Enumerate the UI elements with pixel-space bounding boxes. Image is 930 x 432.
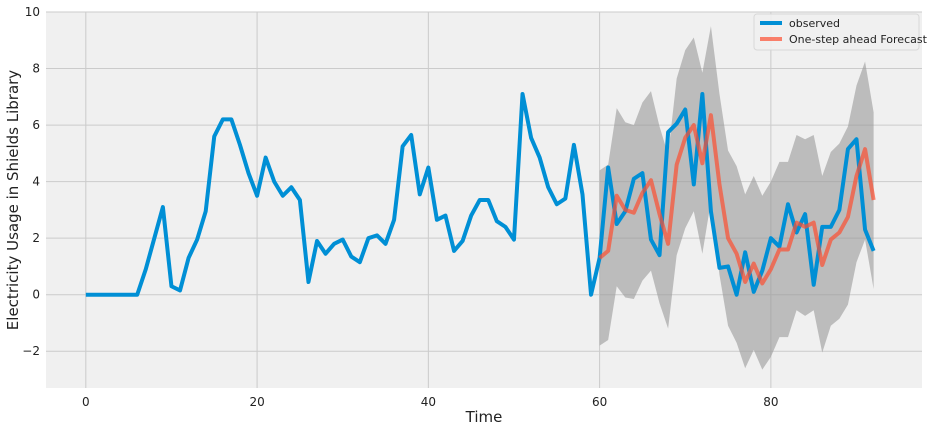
confidence-band [599,26,874,370]
confidence-interval-area [599,26,874,370]
x-tick-label: 0 [82,395,90,409]
y-tick-labels: −2 0 2 4 6 8 10 [22,5,40,358]
x-tick-label: 80 [763,395,778,409]
legend-box [753,13,920,51]
legend: observed One-step ahead Forecast [753,13,928,51]
forecast-line [598,113,876,286]
x-axis-label: Time [465,408,503,426]
series-lines [85,91,876,297]
legend-label-forecast: One-step ahead Forecast [789,33,928,46]
x-tick-label: 40 [421,395,436,409]
y-axis-label: Electricity Usage in Shields Library [4,70,22,330]
x-tick-label: 60 [592,395,607,409]
y-tick-label: 6 [32,118,40,132]
y-tick-label: 2 [32,231,40,245]
y-tick-label: 10 [25,5,40,19]
y-tick-label: 0 [32,288,40,302]
x-tick-labels: 0 20 40 60 80 [82,395,779,409]
y-tick-label: −2 [22,344,40,358]
y-tick-label: 8 [32,62,40,76]
x-tick-label: 20 [249,395,264,409]
y-tick-label: 4 [32,175,40,189]
legend-label-observed: observed [789,17,840,30]
